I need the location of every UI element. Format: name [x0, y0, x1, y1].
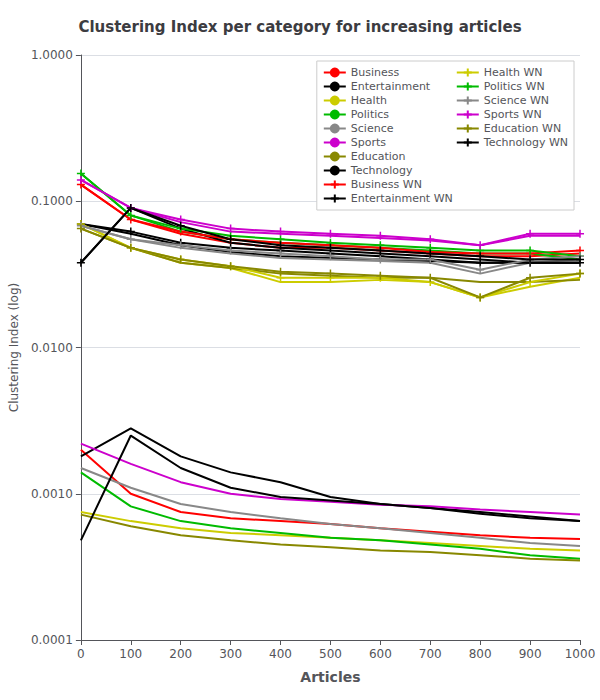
svg-text:Politics: Politics	[351, 108, 390, 121]
svg-text:Health: Health	[351, 94, 387, 107]
svg-text:0.0010: 0.0010	[31, 487, 73, 501]
svg-text:800: 800	[469, 647, 492, 661]
svg-text:Articles: Articles	[300, 669, 360, 685]
svg-text:Entertainment: Entertainment	[351, 80, 431, 93]
svg-text:Sports WN: Sports WN	[484, 108, 542, 121]
svg-text:Sports: Sports	[351, 136, 387, 149]
svg-text:Clustering Index per category: Clustering Index per category for increa…	[78, 18, 521, 36]
svg-text:0.1000: 0.1000	[31, 194, 73, 208]
svg-text:Health WN: Health WN	[484, 66, 543, 79]
svg-text:0: 0	[77, 647, 85, 661]
svg-text:Clustering Index (log): Clustering Index (log)	[7, 283, 21, 412]
svg-text:600: 600	[369, 647, 392, 661]
svg-text:Business: Business	[351, 66, 400, 79]
svg-text:0.0001: 0.0001	[31, 633, 73, 647]
svg-text:200: 200	[169, 647, 192, 661]
svg-text:500: 500	[319, 647, 342, 661]
svg-text:Science WN: Science WN	[484, 94, 549, 107]
svg-text:Education WN: Education WN	[484, 122, 561, 135]
svg-text:100: 100	[119, 647, 142, 661]
svg-text:400: 400	[269, 647, 292, 661]
svg-text:1.0000: 1.0000	[31, 48, 73, 62]
svg-text:Business WN: Business WN	[351, 178, 422, 191]
svg-text:Entertainment WN: Entertainment WN	[351, 192, 453, 205]
svg-text:1000: 1000	[565, 647, 596, 661]
svg-text:Politics WN: Politics WN	[484, 80, 545, 93]
svg-text:700: 700	[419, 647, 442, 661]
svg-text:300: 300	[219, 647, 242, 661]
svg-text:Science: Science	[351, 122, 394, 135]
svg-text:0.0100: 0.0100	[31, 341, 73, 355]
svg-text:Technology: Technology	[350, 164, 413, 177]
svg-text:900: 900	[519, 647, 542, 661]
svg-text:Education: Education	[351, 150, 406, 163]
svg-text:Technology WN: Technology WN	[483, 136, 568, 149]
